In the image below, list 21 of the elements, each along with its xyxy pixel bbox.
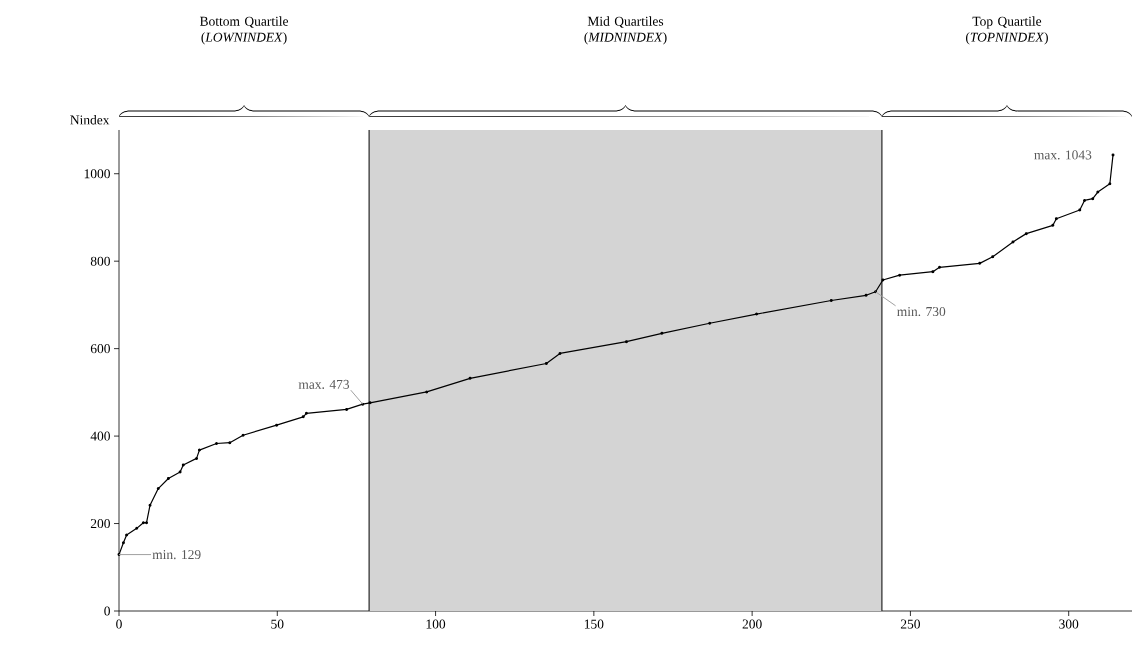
annotation: max. 1043	[1034, 150, 1092, 160]
y-tick-label: 0	[104, 606, 110, 616]
text: Mid Quartiles (MIDNINDEX)	[584, 16, 667, 45]
x-tick-label: 300	[1059, 619, 1079, 629]
text: Top Quartile (TOPNINDEX)	[966, 16, 1048, 45]
annotation: min. 730	[897, 306, 946, 317]
y-tick-label: 800	[90, 256, 110, 266]
x-tick-label: 100	[426, 619, 446, 629]
y-tick-label: 600	[90, 344, 110, 354]
annotation: min. 129	[152, 550, 201, 560]
x-tick-label: 150	[584, 619, 604, 629]
y-tick-label: 200	[90, 519, 110, 529]
x-tick-label: 250	[900, 619, 920, 629]
y-axis-title: Nindex	[70, 115, 110, 125]
x-tick-label: 0	[116, 619, 122, 629]
y-tick-label: 400	[90, 431, 110, 441]
x-tick-label: 200	[742, 619, 762, 629]
text: Bottom Quartile (LOWNINDEX)	[199, 16, 289, 45]
x-tick-label: 50	[271, 619, 284, 629]
annotation: max. 473	[298, 379, 350, 389]
y-tick-label: 1000	[84, 169, 110, 179]
